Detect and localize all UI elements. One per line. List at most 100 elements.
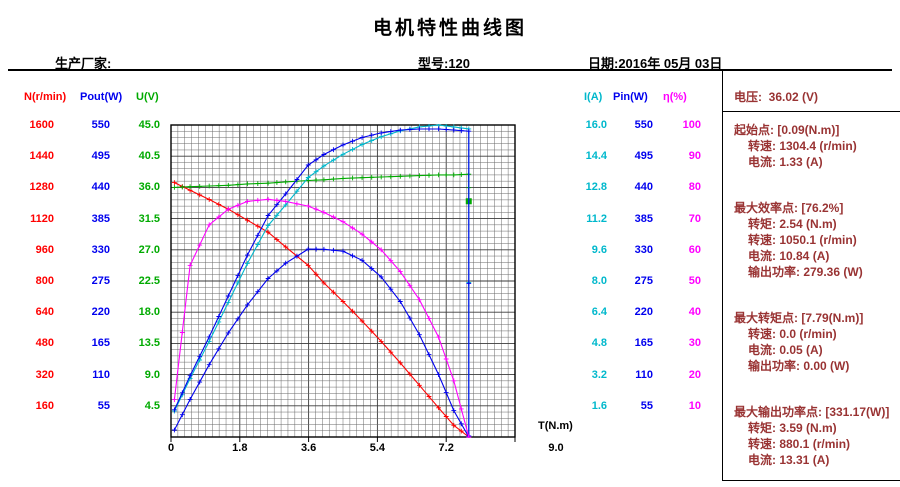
- y-axis-tick: 4.5: [144, 399, 160, 412]
- page-title: 电机特性曲线图: [372, 18, 527, 39]
- date-label: 日期:2016年 05月 03日: [588, 56, 723, 71]
- y-axis-tick: 18.0: [138, 306, 160, 319]
- y-axis-tick: 1280: [29, 181, 54, 194]
- panel-line: 电流: 1.33 (A): [748, 155, 823, 169]
- y-axis-tick: 45.0: [138, 119, 160, 131]
- y-axis-tick: 550: [91, 119, 110, 131]
- y-axis-tick: 1440: [29, 150, 54, 163]
- x-axis-tick: 7.2: [438, 442, 454, 454]
- y-axis-tick: 800: [35, 275, 54, 287]
- panel-line: 转速: 880.1 (r/min): [748, 437, 851, 451]
- y-axis-tick: 55: [640, 399, 653, 412]
- y-axis-tick: 275: [91, 275, 110, 287]
- y-axis-tick: 320: [35, 368, 54, 381]
- y-axis-tick: 1120: [30, 212, 54, 225]
- y-axis-header-right-η(%): η(%): [663, 91, 687, 103]
- y-axis-tick: 480: [35, 337, 54, 350]
- x-axis-title: T(N.m): [538, 420, 573, 432]
- panel-section-1: 最大效率点: [76.2%] 转矩: 2.54 (N.m) 转速: 1050.1 (…: [734, 200, 898, 280]
- y-axis-tick: 385: [91, 212, 110, 225]
- y-axis-tick: 640: [35, 306, 54, 319]
- y-axis-tick: 100: [682, 119, 701, 131]
- panel-section-2: 最大转矩点: [7.79(N.m)] 转速: 0.0 (r/min) 电流: 0.0…: [734, 310, 898, 374]
- y-axis-tick: 1600: [29, 119, 54, 131]
- y-axis-tick: 9.6: [591, 243, 607, 256]
- panel-section-header: 起始点: [0.09(N.m)]: [734, 123, 840, 137]
- y-axis-header-left-U(V): U(V): [136, 91, 159, 103]
- y-axis-tick: 4.8: [591, 337, 607, 350]
- y-axis-tick: 90: [688, 150, 701, 163]
- panel-line: 电流: 13.31 (A): [748, 453, 830, 467]
- y-axis-tick: 40.5: [138, 150, 160, 163]
- y-axis-tick: 960: [35, 243, 54, 256]
- curve-end-marker-U: [465, 198, 472, 205]
- y-axis-tick: 160: [35, 399, 54, 412]
- y-axis-tick: 70: [688, 212, 701, 225]
- y-axis-header-right-I(A): I(A): [584, 91, 603, 103]
- panel-line: 转速: 1050.1 (r/min): [748, 233, 857, 247]
- y-axis-tick: 11.2: [586, 212, 607, 225]
- y-axis-tick: 55: [97, 399, 110, 412]
- y-axis-tick: 13.5: [138, 337, 160, 350]
- manufacturer-label: 生产厂家:: [55, 56, 112, 71]
- panel-line: 转速: 0.0 (r/min): [748, 327, 837, 341]
- curve-markers-eta: [172, 196, 472, 438]
- header-divider: [8, 69, 892, 71]
- x-axis-tick: 3.6: [300, 442, 317, 454]
- panel-line: 转矩: 2.54 (N.m): [748, 217, 837, 231]
- curve-markers-U: [172, 171, 472, 204]
- curve-N: [174, 182, 470, 438]
- grid-lines: [171, 125, 515, 437]
- y-axis-tick: 385: [634, 212, 653, 225]
- y-axis-tick: 27.0: [138, 243, 160, 256]
- y-axis-header-left-N(r/min): N(r/min): [24, 91, 67, 103]
- curve-markers-Pin: [172, 126, 472, 438]
- y-axis-tick: 220: [634, 306, 653, 319]
- y-axis-tick: 10: [688, 399, 701, 412]
- y-axis-tick: 14.4: [585, 150, 607, 163]
- y-axis-tick: 1.6: [591, 399, 607, 412]
- y-axis-tick: 165: [91, 337, 110, 350]
- y-axis-header-right-Pin(W): Pin(W): [613, 91, 648, 103]
- y-axis-tick: 80: [688, 181, 701, 194]
- voltage-readout: 电压: 36.02 (V): [734, 90, 819, 104]
- panel-line: 转速: 1304.4 (r/min): [748, 139, 857, 153]
- panel-section-3: 最大输出功率点: [331.17(W)] 转矩: 3.59 (N.m) 转速: 88…: [734, 404, 898, 468]
- x-axis-tick: 1.8: [232, 442, 248, 454]
- y-axis-tick: 550: [634, 119, 653, 131]
- panel-line: 输出功率: 279.36 (W): [748, 265, 863, 279]
- y-axis-tick: 495: [91, 150, 110, 163]
- panel-line: 输出功率: 0.00 (W): [748, 359, 850, 373]
- x-axis-tick: 9.0: [548, 442, 564, 454]
- panel-section-header: 最大输出功率点: [331.17(W)]: [734, 405, 890, 419]
- panel-section-header: 最大效率点: [76.2%]: [734, 201, 844, 215]
- y-axis-tick: 220: [91, 306, 110, 319]
- x-axis-tick: 5.4: [369, 442, 386, 454]
- curve-Pin: [173, 128, 470, 436]
- curve-I: [173, 124, 470, 436]
- plot-border: [170, 124, 516, 438]
- y-axis-tick: 440: [634, 181, 653, 194]
- y-axis-header-left-Pout(W): Pout(W): [80, 91, 123, 103]
- y-axis-tick: 9.0: [144, 368, 160, 381]
- y-axis-tick: 330: [634, 243, 653, 256]
- y-axis-tick: 60: [688, 243, 701, 256]
- y-axis-tick: 36.0: [138, 181, 160, 194]
- y-axis-tick: 8.0: [591, 275, 607, 287]
- y-axis-tick: 40: [688, 306, 701, 319]
- y-axis-tick: 440: [91, 181, 110, 194]
- x-axis-tick: 0: [167, 442, 175, 454]
- curve-markers-I: [172, 124, 472, 438]
- info-panel: 起始点: [0.09(N.m)] 转速: 1304.4 (r/min) 电流: 1.…: [734, 122, 898, 487]
- curve-eta: [173, 198, 470, 438]
- curve-markers-Pout: [172, 246, 472, 438]
- panel-section-0: 起始点: [0.09(N.m)] 转速: 1304.4 (r/min) 电流: 1.…: [734, 122, 898, 170]
- y-axis-tick: 165: [634, 337, 653, 350]
- panel-line: 转矩: 3.59 (N.m): [748, 421, 837, 435]
- y-axis-tick: 30: [688, 337, 701, 350]
- panel-line: 电流: 10.84 (A): [748, 249, 830, 263]
- y-axis-tick: 275: [634, 275, 653, 287]
- y-axis-tick: 6.4: [591, 306, 607, 319]
- y-axis-tick: 495: [634, 150, 653, 163]
- y-axis-tick: 50: [688, 275, 701, 287]
